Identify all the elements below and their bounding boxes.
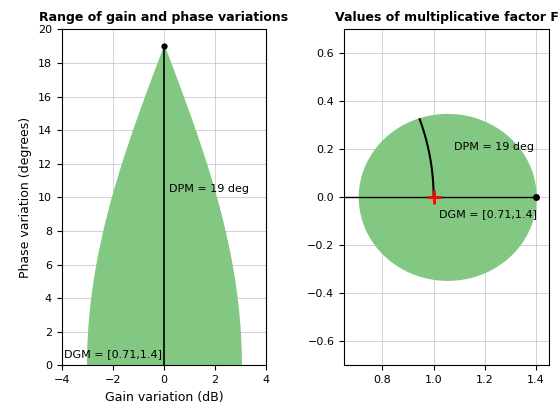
Title: Range of gain and phase variations: Range of gain and phase variations <box>39 11 288 24</box>
Text: DGM = [0.71,1.4]: DGM = [0.71,1.4] <box>64 349 162 359</box>
X-axis label: Gain variation (dB): Gain variation (dB) <box>105 391 223 404</box>
Text: DGM = [0.71,1.4]: DGM = [0.71,1.4] <box>439 209 537 219</box>
Polygon shape <box>360 115 536 280</box>
Text: DPM = 19 deg: DPM = 19 deg <box>454 142 534 152</box>
Y-axis label: Phase variation (degrees): Phase variation (degrees) <box>19 117 32 278</box>
Title: Values of multiplicative factor F: Values of multiplicative factor F <box>334 11 558 24</box>
Text: DPM = 19 deg: DPM = 19 deg <box>169 184 249 194</box>
